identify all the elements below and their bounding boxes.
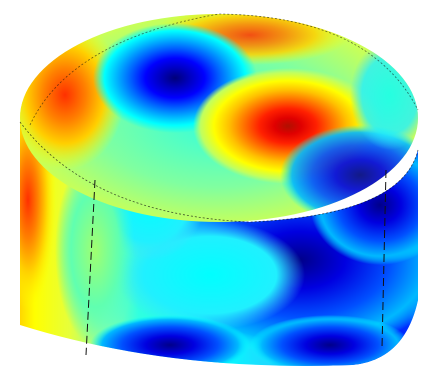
cylinder-edges	[19, 13, 419, 356]
cylinder-top-surface	[20, 14, 418, 222]
